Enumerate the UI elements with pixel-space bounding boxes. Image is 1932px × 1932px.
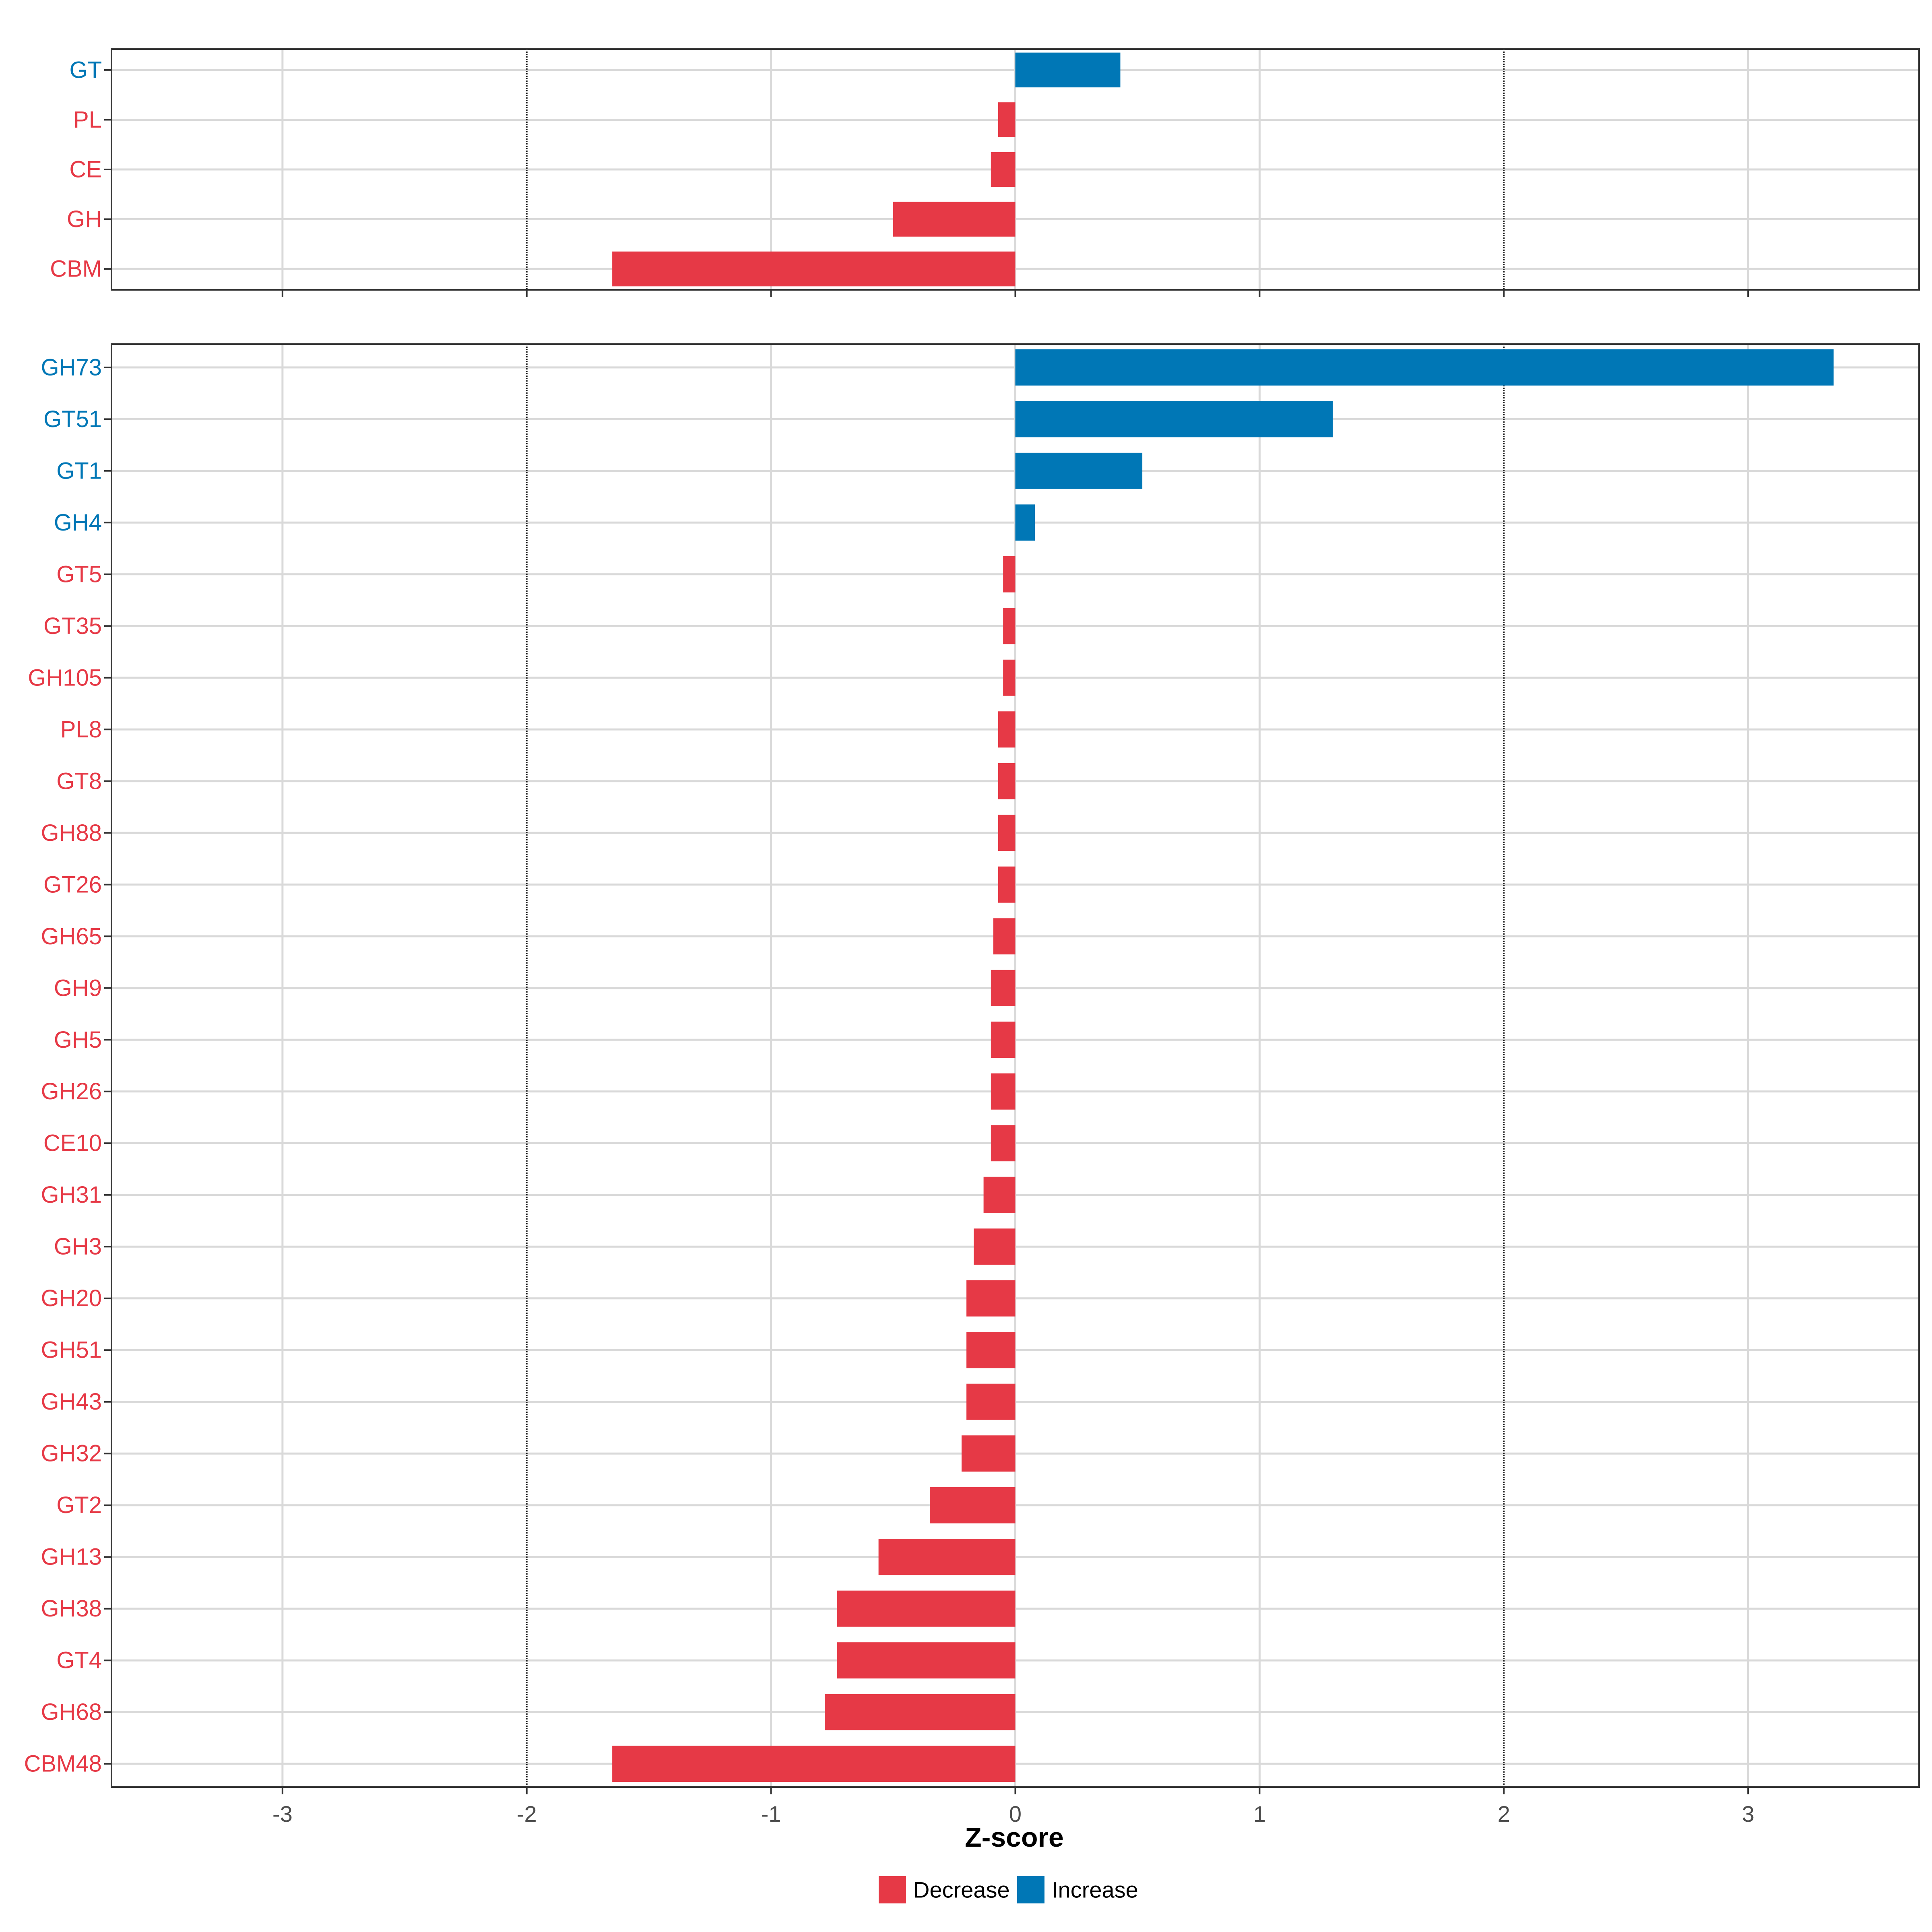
bar [998, 102, 1016, 137]
bar [966, 1280, 1016, 1317]
bar [983, 1177, 1016, 1213]
bar [1015, 349, 1834, 386]
bar [966, 1332, 1016, 1368]
category-label: GH51 [41, 1337, 102, 1363]
legend-label: Decrease [913, 1877, 1010, 1903]
legend-swatch [1017, 1876, 1044, 1903]
x-tick-label: -3 [272, 1801, 293, 1827]
category-label: GH31 [41, 1182, 102, 1208]
bar [837, 1642, 1016, 1679]
bar [930, 1487, 1016, 1523]
bar [893, 202, 1016, 237]
bar [1015, 452, 1143, 489]
bar [991, 1022, 1016, 1058]
top-panel: GT PL CE GH CBM [50, 48, 1920, 297]
category-label: GH20 [41, 1285, 102, 1311]
bar [1003, 659, 1016, 696]
category-label: GT2 [56, 1492, 102, 1518]
legend: Decrease Increase [879, 1876, 1138, 1903]
category-label: GH3 [54, 1234, 102, 1260]
category-label: GH73 [41, 354, 102, 380]
category-label: GT51 [43, 406, 102, 432]
category-label: GH65 [41, 923, 102, 949]
category-label: GH13 [41, 1544, 102, 1570]
bar [991, 152, 1016, 187]
bar [998, 866, 1016, 903]
category-label: GH32 [41, 1441, 102, 1467]
category-label: GT35 [43, 613, 102, 639]
bar [1015, 504, 1035, 541]
bar [878, 1539, 1016, 1575]
bar [998, 711, 1016, 748]
category-label: GH9 [54, 975, 102, 1001]
bar [998, 815, 1016, 851]
category-label: GH88 [41, 820, 102, 846]
category-label: GT5 [56, 561, 102, 587]
category-label: GH5 [54, 1027, 102, 1053]
bar [991, 1073, 1016, 1110]
category-label: GT [69, 57, 102, 83]
bar [612, 1746, 1016, 1782]
category-label: GT8 [56, 768, 102, 794]
x-tick-label: 0 [1009, 1801, 1022, 1827]
x-axis: -3 -2 -1 0 1 2 3 [272, 1787, 1754, 1827]
bar [974, 1228, 1016, 1265]
category-label: GH68 [41, 1699, 102, 1725]
x-tick-label: 2 [1498, 1801, 1510, 1827]
x-tick-label: -1 [761, 1801, 781, 1827]
category-label: GT26 [43, 871, 102, 898]
bar [998, 763, 1016, 799]
bar [993, 918, 1016, 955]
category-label: GH105 [28, 665, 102, 691]
category-label: GH38 [41, 1596, 102, 1622]
category-label: CBM48 [24, 1751, 102, 1777]
bar [991, 1125, 1016, 1162]
category-label: PL [73, 107, 102, 133]
category-label: GH43 [41, 1389, 102, 1415]
category-label: CE10 [43, 1130, 102, 1156]
legend-label: Increase [1052, 1877, 1138, 1903]
bar [1003, 556, 1016, 592]
bar [825, 1694, 1016, 1730]
bar [1003, 608, 1016, 644]
category-label: GT4 [56, 1647, 102, 1674]
category-label: GH4 [54, 510, 102, 536]
bar [961, 1435, 1016, 1472]
category-label: CBM [50, 256, 102, 282]
x-tick-label: -2 [517, 1801, 537, 1827]
category-label: CE [69, 157, 102, 183]
category-label: GH26 [41, 1078, 102, 1104]
x-tick-label: 3 [1742, 1801, 1754, 1827]
x-axis-title: Z-score [965, 1822, 1064, 1853]
bottom-panel: GH73 GT51 GT1 GH4 GT5 GT35 GH105 PL8 GT8 GH88 GT26… [24, 343, 1920, 1788]
bar [612, 251, 1016, 287]
x-tick-label: 1 [1253, 1801, 1266, 1827]
bar [1015, 401, 1333, 438]
category-label: GT1 [56, 458, 102, 484]
bar [991, 970, 1016, 1006]
category-label: PL8 [60, 716, 102, 743]
legend-swatch [879, 1876, 906, 1903]
category-label: GH [67, 206, 102, 232]
bar [966, 1383, 1016, 1420]
bar [837, 1590, 1016, 1627]
bar [1015, 52, 1121, 88]
